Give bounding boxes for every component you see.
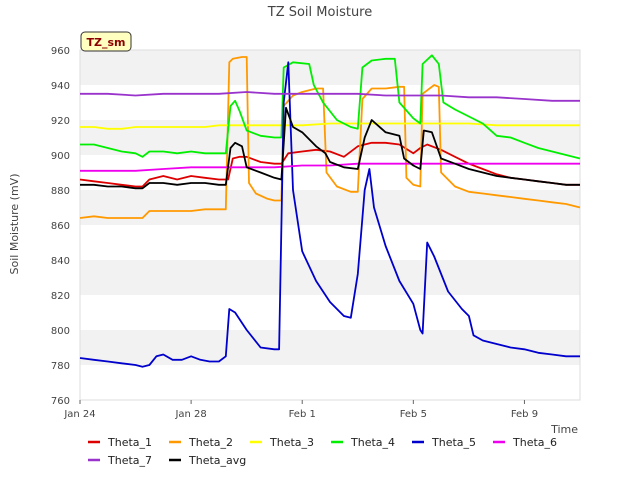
- series-line-theta-5: [79, 61, 580, 368]
- grid-band: [80, 295, 580, 330]
- y-tick-label: 760: [51, 396, 70, 407]
- grid-band: [80, 85, 580, 120]
- legend-item: Theta_1: [88, 436, 152, 449]
- legend-label: Theta_3: [269, 436, 314, 449]
- legend-item: Theta_2: [169, 436, 233, 449]
- site-badge-label: TZ_sm: [87, 36, 126, 49]
- series-line-theta-3: [80, 122, 580, 130]
- legend-item: Theta_3: [250, 436, 314, 449]
- grid-band: [80, 260, 580, 295]
- grid-band: [80, 225, 580, 260]
- series-line-theta-2: [79, 56, 581, 219]
- site-badge-box: [80, 31, 132, 52]
- y-tick-label: 780: [51, 361, 70, 372]
- legend-item: Theta_6: [493, 436, 557, 449]
- grid-band: [80, 330, 580, 365]
- y-tick-label: 920: [51, 116, 70, 127]
- site-badge: TZ_sm: [80, 31, 132, 52]
- y-tick-label: 880: [51, 186, 70, 197]
- y-tick-label: 800: [51, 326, 70, 337]
- legend-item: Theta_7: [88, 454, 152, 467]
- legend-item: Theta_4: [331, 436, 395, 449]
- legend-item: Theta_5: [412, 436, 476, 449]
- series-line-theta-4: [80, 54, 581, 160]
- chart-title: TZ Soil Moisture: [267, 5, 373, 20]
- y-axis-label: Soil Moisture (mV): [8, 174, 21, 275]
- grid-band: [80, 50, 580, 85]
- legend-label: Theta_4: [350, 436, 395, 449]
- x-axis: Jan 24 Jan 28 Feb 1 Feb 5 Feb 9: [63, 400, 538, 420]
- x-tick-label: Feb 5: [400, 409, 427, 420]
- grid-band: [80, 190, 580, 225]
- plot-frame: [79, 49, 581, 401]
- plot-background: [79, 49, 581, 401]
- legend-label: Theta_1: [107, 436, 152, 449]
- y-tick-label: 840: [51, 256, 70, 267]
- legend-item: Theta_avg: [169, 454, 246, 467]
- y-tick-label: 900: [51, 151, 70, 162]
- y-tick-label: 940: [51, 81, 70, 92]
- legend-label: Theta_7: [107, 454, 152, 467]
- y-tick-label: 860: [51, 221, 70, 232]
- y-tick-label: 820: [51, 291, 70, 302]
- x-tick-label: Feb 1: [289, 409, 316, 420]
- x-axis-label: Time: [550, 423, 578, 436]
- series-line-theta-7: [80, 91, 580, 102]
- y-tick-label: 960: [51, 46, 70, 57]
- series-line-theta-6: [80, 162, 580, 172]
- legend-label: Theta_2: [188, 436, 233, 449]
- x-tick-label: Jan 28: [174, 409, 206, 420]
- legend-label: Theta_6: [512, 436, 557, 449]
- x-tick-label: Feb 9: [511, 409, 538, 420]
- y-axis: 760 780 800 820 840 860 880 900 920 940 960: [51, 46, 70, 407]
- legend-label: Theta_avg: [188, 454, 246, 467]
- grid-band: [80, 365, 580, 400]
- legend: Theta_1 Theta_2 Theta_3 Theta_4 Theta_5 Theta…: [88, 436, 557, 467]
- series-line-theta-avg: [80, 106, 580, 190]
- legend-label: Theta_5: [431, 436, 476, 449]
- series-lines: [79, 54, 581, 368]
- x-tick-label: Jan 24: [63, 409, 95, 420]
- series-line-theta-1: [79, 141, 580, 188]
